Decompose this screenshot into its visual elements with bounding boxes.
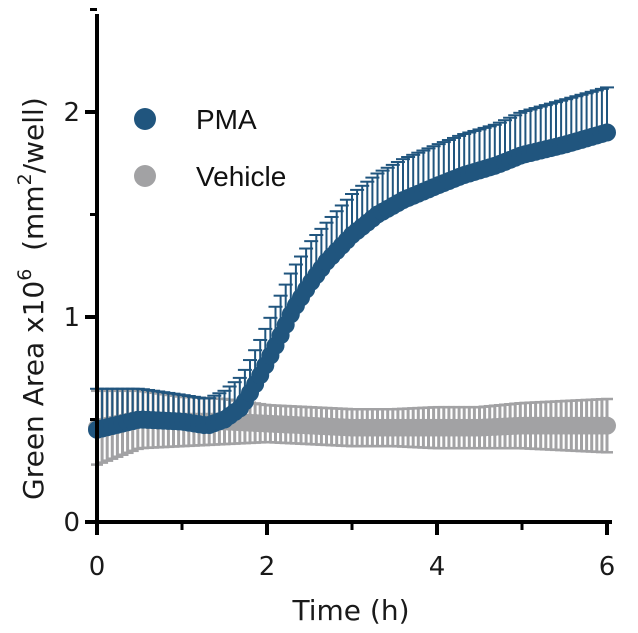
y-axis-title-unit-exponent: 2	[14, 173, 36, 185]
x-tick-label: 6	[599, 552, 616, 582]
legend-item-pma: PMA	[134, 104, 257, 135]
axis-ticks: 0 2 4 6 0 1 2	[63, 8, 616, 582]
legend-label-pma: PMA	[196, 104, 257, 135]
legend-label-vehicle: Vehicle	[196, 161, 286, 192]
x-axis-title: Time (h)	[291, 594, 409, 627]
y-tick-label: 1	[63, 303, 80, 333]
pma-point	[598, 123, 616, 142]
vehicle-point	[598, 416, 616, 435]
legend-item-vehicle: Vehicle	[134, 161, 286, 192]
legend-marker-pma	[134, 108, 156, 130]
y-axis-title-main: Green Area x10	[17, 281, 50, 500]
x-tick-label: 2	[259, 552, 276, 582]
y-tick-label: 2	[63, 98, 80, 128]
x-tick-label: 4	[429, 552, 446, 582]
y-axis-title-exponent: 6	[14, 269, 36, 281]
y-axis-title-unit-open: (mm	[17, 185, 50, 268]
legend: PMA Vehicle	[134, 104, 286, 192]
y-axis-title-unit-close: /well)	[17, 97, 50, 173]
svg-text:Green Area x106 (mm2/well): Green Area x106 (mm2/well)	[14, 97, 50, 500]
x-tick-label: 0	[89, 552, 106, 582]
y-axis-title: Green Area x106 (mm2/well)	[14, 97, 50, 500]
pma-series	[88, 86, 616, 439]
legend-marker-vehicle	[134, 165, 156, 187]
axes: 0 2 4 6 0 1 2	[63, 8, 616, 582]
y-tick-label: 0	[63, 508, 80, 538]
